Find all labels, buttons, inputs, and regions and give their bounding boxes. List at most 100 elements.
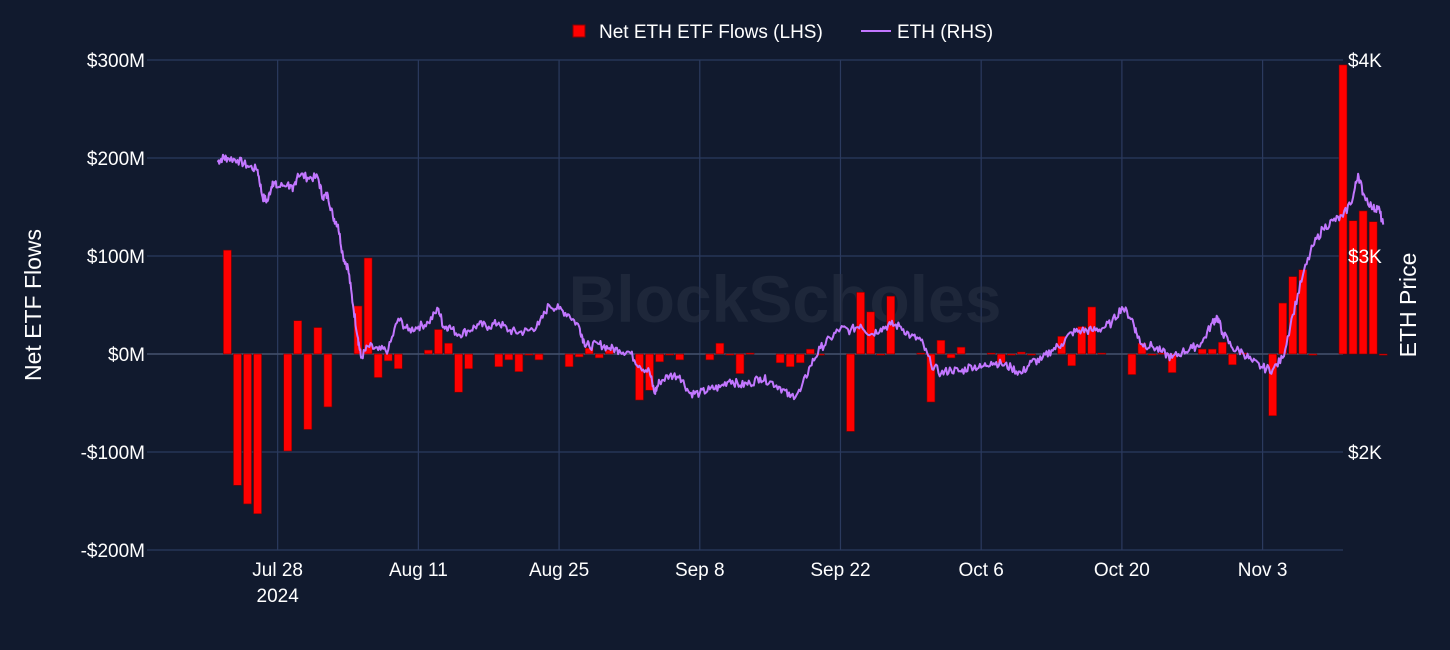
flow-bar[interactable] (1147, 353, 1157, 356)
flow-bar[interactable] (956, 346, 966, 355)
flow-bar[interactable] (1027, 353, 1036, 356)
right-tick-label: $3K (1348, 247, 1382, 268)
flow-bar[interactable] (574, 353, 584, 358)
flow-bar[interactable] (464, 353, 473, 369)
flow-bar[interactable] (1358, 210, 1368, 355)
flow-bar[interactable] (795, 353, 805, 364)
flow-bar[interactable] (494, 353, 504, 368)
flow-bar[interactable] (1097, 352, 1107, 355)
flow-bar[interactable] (936, 339, 946, 355)
left-tick-label: -$200M (81, 541, 145, 562)
flow-bar[interactable] (1368, 221, 1378, 355)
flow-bar[interactable] (916, 352, 926, 355)
flow-bar[interactable] (424, 349, 433, 355)
flow-bar[interactable] (383, 353, 393, 362)
flow-bar[interactable] (866, 311, 875, 355)
eth-price-line (216, 153, 1385, 401)
left-tick-label: $300M (87, 51, 145, 72)
flow-bar[interactable] (594, 353, 604, 359)
x-tick-label: Sep 8 (675, 560, 725, 581)
flow-bar[interactable] (1197, 348, 1207, 355)
flow-bar[interactable] (635, 353, 644, 401)
flow-bar[interactable] (1268, 353, 1277, 417)
flow-bar[interactable] (745, 352, 755, 355)
flow-bar[interactable] (725, 353, 735, 356)
flow-bar[interactable] (434, 329, 443, 355)
flow-bar[interactable] (1298, 269, 1308, 355)
flow-bar[interactable] (564, 353, 574, 368)
flow-bar[interactable] (323, 353, 333, 408)
grid-layer (147, 59, 1343, 551)
legend-eth-label: ETH (RHS) (897, 22, 993, 43)
x-tick-sublabel: 2024 (257, 586, 300, 607)
flow-bar[interactable] (675, 353, 684, 361)
flow-bar[interactable] (1278, 302, 1287, 355)
flow-bar[interactable] (806, 348, 815, 355)
flow-bar[interactable] (876, 353, 885, 356)
flow-bar[interactable] (313, 327, 323, 355)
flow-bar[interactable] (233, 353, 242, 486)
flow-bar[interactable] (655, 353, 664, 363)
flow-bar[interactable] (1208, 348, 1217, 355)
left-axis-title: Net ETF Flows (20, 229, 46, 381)
flow-bar[interactable] (926, 353, 936, 403)
flow-bar[interactable] (785, 353, 795, 368)
flow-bar[interactable] (1077, 326, 1086, 355)
legend-item-flows[interactable]: Net ETH ETF Flows (LHS) (572, 22, 823, 43)
flow-bar[interactable] (1127, 353, 1137, 375)
flow-bar[interactable] (1218, 341, 1227, 355)
flow-bar[interactable] (1348, 220, 1358, 355)
x-tick-label: Nov 3 (1238, 560, 1288, 581)
flow-bar[interactable] (986, 352, 996, 355)
flow-bar[interactable] (534, 353, 544, 361)
flow-bar[interactable] (363, 257, 373, 355)
flow-bar[interactable] (283, 353, 293, 452)
flow-bar[interactable] (373, 353, 383, 378)
flow-bar[interactable] (856, 291, 865, 355)
left-tick-label: $200M (87, 149, 145, 170)
flow-bar[interactable] (715, 342, 725, 355)
flow-bar[interactable] (775, 353, 785, 364)
flow-bar[interactable] (735, 353, 745, 374)
flow-bar[interactable] (946, 353, 956, 359)
flow-bar[interactable] (1067, 353, 1076, 367)
flow-bar[interactable] (293, 320, 303, 355)
flow-bar[interactable] (303, 353, 313, 430)
flow-bar[interactable] (1017, 351, 1026, 355)
x-tick-label: Jul 28 (252, 560, 303, 581)
flow-bar[interactable] (444, 342, 453, 355)
flow-bar[interactable] (524, 353, 534, 356)
right-axis-ticks: $4K $3K $2K (1348, 51, 1382, 464)
flow-bar[interactable] (1378, 353, 1388, 356)
watermark: BlockScholes (569, 262, 1002, 336)
right-axis-title: ETH Price (1395, 253, 1421, 358)
right-tick-label: $4K (1348, 51, 1382, 72)
flow-bar[interactable] (454, 353, 463, 393)
legend-flows-label: Net ETH ETF Flows (LHS) (599, 22, 823, 43)
flow-bar[interactable] (846, 353, 855, 432)
flow-bar[interactable] (1308, 353, 1318, 356)
x-tick-label: Aug 25 (529, 560, 589, 581)
left-axis-ticks: $300M $200M $100M $0M -$100M -$200M (81, 51, 145, 562)
legend[interactable]: Net ETH ETF Flows (LHS) ETH (RHS) (572, 22, 993, 43)
flow-bar[interactable] (1167, 353, 1177, 373)
flow-bar[interactable] (504, 353, 514, 361)
flow-bar[interactable] (243, 353, 252, 505)
flow-bar[interactable] (353, 305, 363, 355)
left-tick-label: $0M (108, 345, 145, 366)
x-axis-ticks: Jul 28 2024 Aug 11 Aug 25 Sep 8 Sep 22 Oct 6 Oc… (252, 560, 1287, 607)
legend-flows-swatch (572, 24, 586, 38)
flow-bar[interactable] (253, 353, 262, 515)
left-tick-label: $100M (87, 247, 145, 268)
flow-bar[interactable] (393, 353, 403, 369)
right-tick-label: $2K (1348, 443, 1382, 464)
flow-bar[interactable] (665, 353, 674, 356)
flow-bar[interactable] (816, 353, 825, 356)
legend-item-eth[interactable]: ETH (RHS) (861, 22, 993, 43)
flow-bar[interactable] (705, 353, 715, 361)
flow-bar[interactable] (223, 249, 232, 355)
flow-bar[interactable] (1007, 353, 1016, 356)
flow-bar[interactable] (514, 353, 524, 372)
flow-bar[interactable] (1228, 353, 1237, 366)
